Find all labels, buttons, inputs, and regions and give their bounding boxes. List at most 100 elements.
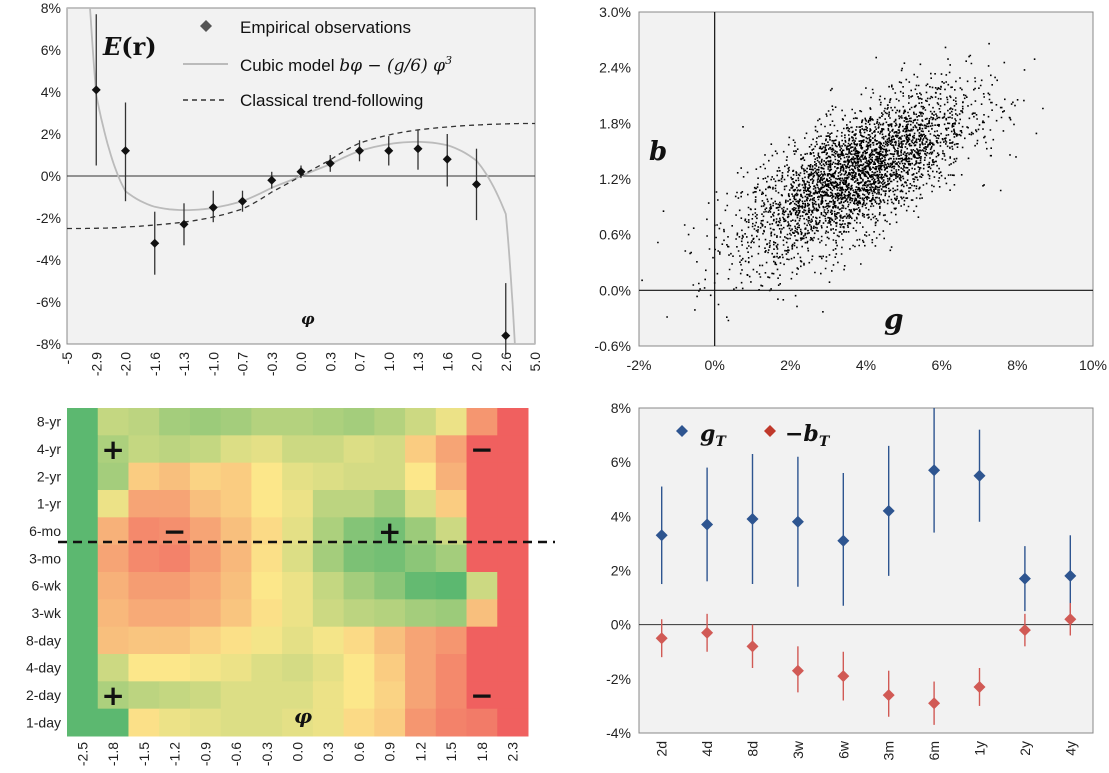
x-tick-label: 5.0: [527, 352, 543, 372]
heatmap-cell: [343, 408, 375, 436]
y-tick-label: 3-mo: [29, 550, 61, 566]
estimate-point: [746, 640, 759, 653]
x-tick-label: -0.9: [197, 742, 213, 766]
heatmap-cell: [67, 572, 99, 600]
heatmap-cell: [497, 681, 529, 710]
y-ticks-heatmap: 8-yr 4-yr 2-yr 1-yr 6-mo 3-mo 6-wk 3-wk 8-day 4-d…: [26, 414, 62, 731]
y-tick-label: 0%: [41, 168, 61, 184]
heatmap-cell: [128, 572, 160, 600]
panel-b-vs-g: 3.0% 2.4% 1.8% 1.2% 0.6% 0.0% -0.6% -2% 0% 2% 4% 6…: [594, 4, 1107, 373]
panel-gt-bt: 8% 6% 4% 2% 0% -2% -4% 2d 4d 8d 3w 6w 3m 6m 1y 2y 4y gT…: [606, 400, 1094, 760]
heatmap-cell: [497, 708, 529, 737]
heatmap-cell: [435, 626, 468, 655]
heatmap-cell: [374, 544, 406, 573]
x-tick-label: -1.0: [205, 352, 221, 376]
y-tick-label: 0.6%: [599, 227, 631, 243]
heatmap-cell: [466, 654, 498, 682]
heatmap-cell: [159, 599, 191, 628]
heatmap-cell: [97, 626, 129, 655]
heatmap-cell: [67, 435, 99, 464]
x-tick-label: -2.5: [74, 742, 90, 766]
heatmap-cell: [312, 708, 345, 737]
heatmap-cell: [374, 435, 406, 464]
x-tick-label: 4d: [699, 741, 715, 757]
estimate-point: [791, 664, 804, 677]
legend-label-trend: Classical trend-following: [240, 91, 423, 110]
heatmap-sign: +: [101, 433, 124, 466]
observation-point: [472, 179, 481, 189]
x-tick-label: 2y: [1017, 741, 1033, 756]
heatmap-cell: [189, 408, 222, 436]
heatmap-cell: [466, 544, 498, 573]
heatmap-cell: [312, 517, 345, 546]
plot-area-top-right: [638, 11, 1094, 347]
heatmap-cell: [343, 435, 375, 464]
heatmap-cell: [189, 544, 222, 573]
heatmap-cell: [374, 517, 406, 546]
heatmap-cell: [128, 490, 160, 518]
heatmap-sign: −: [470, 679, 493, 712]
heatmap-cell: [497, 544, 529, 573]
x-tick-label: 0.9: [382, 742, 398, 762]
heatmap-cell: [374, 654, 406, 682]
heatmap-cell: [405, 681, 437, 710]
x-tick-label: 6w: [835, 740, 851, 759]
heatmap-cell: [220, 654, 252, 682]
y-tick-label: -4%: [606, 725, 631, 741]
estimate-point: [837, 670, 850, 683]
heatmap-cell: [343, 544, 375, 573]
heatmap-cell: [251, 517, 283, 546]
y-tick-label: -4%: [36, 252, 61, 268]
heatmap-cells: [67, 408, 529, 737]
heatmap-cell: [343, 517, 375, 546]
heatmap-cell: [97, 490, 129, 518]
y-tick-label: 4-day: [26, 660, 61, 676]
heatmap-cell: [282, 681, 314, 710]
heatmap-cell: [497, 490, 529, 518]
heatmap-cell: [67, 599, 99, 628]
heatmap-cell: [497, 626, 529, 655]
heatmap-cell: [466, 517, 498, 546]
x-tick-label: -0.3: [264, 352, 280, 376]
heatmap-cell: [312, 408, 345, 436]
estimate-point: [655, 529, 668, 542]
heatmap-cell: [405, 517, 437, 546]
axes-top-right: [639, 12, 1093, 346]
estimate-point: [1064, 613, 1077, 626]
heatmap-cell: [497, 408, 529, 436]
heatmap-cell: [374, 490, 406, 518]
heatmap-cell: [67, 681, 99, 710]
heatmap-cell: [128, 681, 160, 710]
heatmap-cell: [128, 435, 160, 464]
heatmap-cell: [67, 490, 99, 518]
heatmap-cell: [405, 462, 437, 491]
y-tick-label: 6%: [41, 42, 61, 58]
heatmap-cell: [220, 681, 252, 710]
heatmap-cell: [128, 462, 160, 491]
heatmap-cell: [374, 572, 406, 600]
y-tick-label: 1-day: [26, 714, 61, 730]
heatmap-cell: [343, 599, 375, 628]
heatmap-cell: [282, 572, 314, 600]
heatmap-cell: [220, 626, 252, 655]
heatmap-cell: [128, 654, 160, 682]
x-tick-label: -1.5: [136, 742, 152, 766]
heatmap-cell: [435, 435, 468, 464]
legend-diamond-icon: [200, 20, 212, 32]
estimate-point: [791, 515, 804, 528]
estimate-point: [701, 626, 714, 639]
x-tick-label: 6%: [932, 357, 952, 373]
x-tick-label: -1.2: [167, 742, 183, 766]
heatmap-cell: [251, 599, 283, 628]
estimate-point: [882, 504, 895, 517]
heatmap-cell: [282, 517, 314, 546]
heatmap-cell: [251, 408, 283, 436]
heatmap-cell: [159, 517, 191, 546]
x-tick-label: 4%: [856, 357, 876, 373]
heatmap-cell: [435, 490, 468, 518]
observation-point: [208, 203, 218, 212]
heatmap-cell: [405, 408, 437, 436]
x-tick-label: 8%: [1007, 357, 1027, 373]
x-tick-label: 1.3: [410, 352, 426, 372]
